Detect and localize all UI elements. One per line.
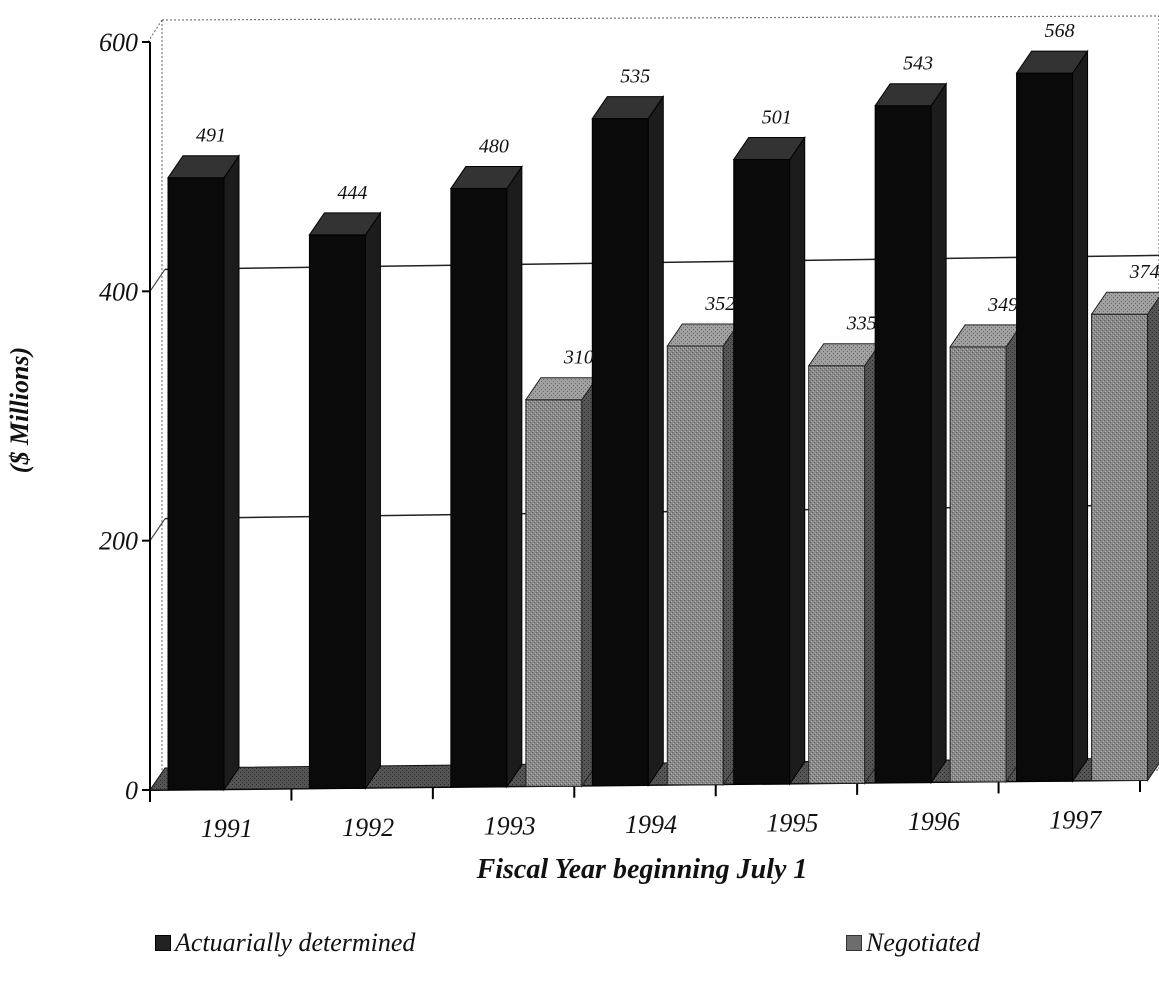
- legend-item-negotiated: Negotiated: [846, 928, 980, 958]
- x-tick-label: 1993: [484, 811, 536, 840]
- bar-actuarial-1991-front: [167, 177, 225, 791]
- bar-actuarial-1996-top: [874, 83, 948, 107]
- data-label-actuarial: 568: [1045, 20, 1075, 42]
- bar-actuarial-1991: [167, 154, 240, 792]
- back-wall: [161, 15, 1159, 783]
- bar-actuarial-1992-side: [364, 211, 381, 791]
- data-label-actuarial: 501: [762, 107, 792, 129]
- y-tick-label: 200: [99, 527, 138, 556]
- labels: 491 444 480 310 535 352 501 335 543 349 568 374: [196, 20, 1159, 369]
- bar-actuarial-1996: [874, 82, 948, 785]
- bar-actuarial-1994-side: [647, 94, 664, 788]
- data-label-actuarial: 543: [903, 53, 933, 75]
- y-tick-label: 0: [125, 776, 138, 805]
- legend-swatch-actuarial: [155, 935, 171, 951]
- bar-actuarial-1993-top: [449, 166, 523, 190]
- bar-negotiated-1995: [807, 342, 881, 785]
- x-tick-label: 1992: [342, 813, 394, 842]
- y-axis-title: ($ Millions): [5, 347, 34, 473]
- bar-negotiated-1994: [666, 322, 740, 787]
- x-axis-title: Fiscal Year beginning July 1: [476, 854, 808, 885]
- bar-actuarial-1995-top: [732, 137, 806, 161]
- bar-negotiated-1996: [949, 323, 1023, 784]
- bar-actuarial-1996-side: [930, 82, 947, 785]
- bar-actuarial-1991-side: [223, 154, 240, 792]
- bar-actuarial-1994-top: [591, 96, 665, 120]
- bar-negotiated-1994-front: [666, 345, 724, 786]
- data-label-negotiated: 352: [704, 293, 735, 315]
- plot-frame: [147, 15, 1159, 783]
- bar-actuarial-1992-top: [308, 212, 382, 236]
- legend-label-actuarial: Actuarially determined: [175, 928, 416, 957]
- bar-actuarial-1994: [591, 94, 665, 788]
- bars: [167, 49, 1159, 792]
- bar-negotiated-1997-side: [1147, 296, 1159, 783]
- legend-label-negotiated: Negotiated: [866, 928, 981, 957]
- bar-actuarial-1995-front: [733, 159, 791, 785]
- bar-negotiated-1996-front: [949, 346, 1007, 783]
- data-label-negotiated: 349: [987, 294, 1018, 316]
- bar-negotiated-1997-front: [1091, 313, 1149, 781]
- bar-actuarial-1994-front: [591, 118, 649, 787]
- y-tick-label: 400: [99, 277, 138, 306]
- data-label-actuarial: 491: [196, 125, 226, 147]
- bar-actuarial-1993: [449, 164, 523, 789]
- bar-negotiated-1997-top: [1090, 291, 1159, 315]
- bar-actuarial-1992-front: [308, 234, 366, 789]
- bar-actuarial-1993-front: [450, 188, 508, 788]
- x-tick-label: 1995: [766, 809, 818, 838]
- x-tick-label: 1996: [908, 807, 960, 836]
- y-tick-label: 600: [99, 28, 138, 57]
- bar-actuarial-1993-side: [506, 164, 523, 789]
- bar-actuarial-1995-side: [789, 135, 806, 786]
- x-tick-label: 1994: [625, 810, 677, 839]
- bar-negotiated-1995-front: [808, 365, 866, 784]
- bar-actuarial-1997: [1015, 49, 1089, 783]
- legend-swatch-negotiated: [846, 935, 862, 951]
- bar-actuarial-1997-top: [1015, 50, 1089, 74]
- data-label-negotiated: 310: [563, 347, 594, 369]
- data-label-actuarial: 444: [337, 182, 367, 204]
- bar-actuarial-1992: [308, 211, 382, 791]
- data-label-actuarial: 480: [479, 136, 509, 158]
- left-wall-edge: [147, 19, 163, 43]
- data-label-negotiated: 374: [1129, 261, 1159, 283]
- bar-negotiated-1997: [1090, 291, 1159, 783]
- gridline-connector: [149, 518, 166, 542]
- x-tick-label: 1991: [201, 814, 253, 843]
- bar-actuarial-1996-front: [874, 105, 932, 784]
- x-tick-label: 1997: [1049, 806, 1102, 835]
- gridline-connector: [149, 268, 166, 292]
- data-label-actuarial: 535: [620, 66, 650, 88]
- bar-actuarial-1997-side: [1072, 49, 1089, 783]
- bar-actuarial-1991-top: [167, 155, 240, 179]
- bar-negotiated-1993-front: [525, 399, 583, 787]
- legend-item-actuarial: Actuarially determined: [155, 928, 415, 958]
- bar-negotiated-1993: [524, 376, 598, 788]
- bar-actuarial-1997-front: [1016, 72, 1074, 782]
- data-label-negotiated: 335: [846, 313, 877, 335]
- bar-actuarial-1995: [732, 135, 806, 786]
